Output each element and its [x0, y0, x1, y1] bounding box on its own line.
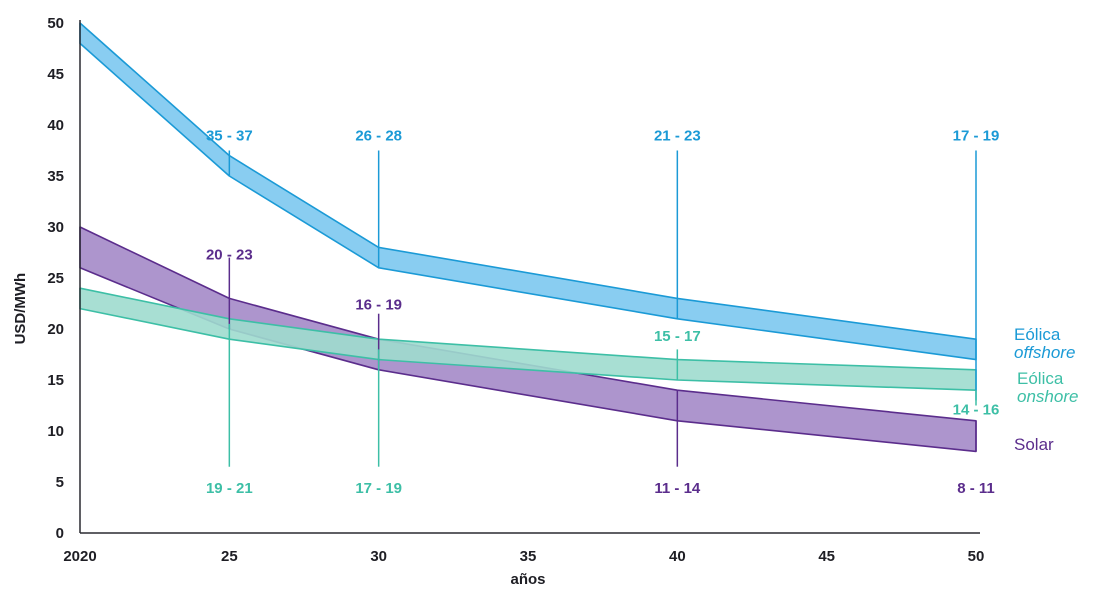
y-tick-label: 25	[47, 270, 64, 287]
x-tick-label: 50	[968, 548, 985, 565]
legend-label-italic: offshore	[1014, 343, 1075, 362]
leader-lines-layer	[228, 150, 977, 467]
y-tick-label: 50	[47, 15, 64, 32]
range-label: 26 - 28	[355, 127, 402, 144]
range-label: 17 - 19	[953, 127, 1000, 144]
y-tick-label: 30	[47, 219, 64, 236]
y-tick-label: 45	[47, 66, 64, 83]
range-label: 11 - 14	[654, 480, 701, 497]
y-tick-label: 15	[47, 372, 64, 389]
range-label: 17 - 19	[355, 480, 402, 497]
bands-layer	[79, 22, 977, 453]
range-label: 35 - 37	[206, 127, 253, 144]
y-tick-label: 5	[56, 474, 64, 491]
range-label: 20 - 23	[206, 247, 253, 264]
legend-label: Eólica	[1017, 369, 1064, 388]
legend-label-italic: onshore	[1017, 387, 1078, 406]
y-tick-label: 40	[47, 117, 64, 134]
x-tick-label: 30	[370, 548, 387, 565]
annotation-labels-layer: 35 - 37 26 - 28 21 - 23 17 - 19 20 - 23 16 - …	[206, 127, 999, 497]
x-tick-label: 40	[669, 548, 686, 565]
x-tick-label: 2020	[63, 548, 96, 565]
range-label: 16 - 19	[355, 297, 402, 314]
legend-label: Eólica	[1014, 325, 1061, 344]
range-label: 14 - 16	[953, 402, 1000, 419]
range-label: 15 - 17	[654, 328, 701, 345]
x-tick-label: 25	[221, 548, 238, 565]
y-tick-label: 35	[47, 168, 64, 185]
y-tick-label: 0	[56, 525, 64, 542]
y-tick-label: 20	[47, 321, 64, 338]
range-label: 8 - 11	[957, 480, 995, 497]
range-label: 21 - 23	[654, 127, 701, 144]
axes-layer: 0 5 10 15 20 25 30 35 40 45 50 2020 25 30 35 40 45 50 años…	[12, 15, 984, 588]
y-axis-title: USD/MWh	[12, 273, 29, 345]
range-label: 19 - 21	[206, 480, 253, 497]
y-tick-label: 10	[47, 423, 64, 440]
x-tick-label: 45	[818, 548, 835, 565]
x-axis-title: años	[510, 571, 545, 588]
legend-label: Solar	[1014, 435, 1054, 454]
x-tick-label: 35	[520, 548, 537, 565]
